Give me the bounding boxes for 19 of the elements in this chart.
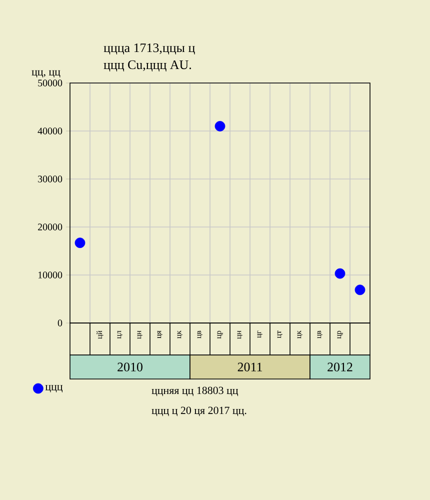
text: 2012	[328, 362, 352, 372]
text: 2011	[238, 362, 262, 372]
y-tick-label: 20000	[38, 224, 62, 230]
y-axis-title: цц, цц	[32, 70, 60, 78]
text: ццц ц 20 ця 2017 цц.	[152, 406, 246, 416]
y-tick-label: 0	[58, 320, 62, 326]
chart-subtitle: ццц Cu,ццц AU.	[104, 60, 192, 72]
y-tick-label: 50000	[38, 80, 62, 86]
text: ццняя цц 18803 цц	[152, 386, 238, 396]
chart-title: ццца 1713,ццы ц	[104, 43, 195, 55]
point	[334, 268, 346, 279]
y-tick-label: 10000	[38, 272, 62, 278]
y-tick-label: 40000	[38, 128, 62, 134]
point	[354, 284, 366, 296]
legend-label: ццц	[45, 385, 63, 392]
text: 2010	[118, 362, 142, 372]
point	[74, 238, 86, 248]
y-tick-label: 30000	[38, 176, 62, 182]
point	[214, 120, 226, 132]
